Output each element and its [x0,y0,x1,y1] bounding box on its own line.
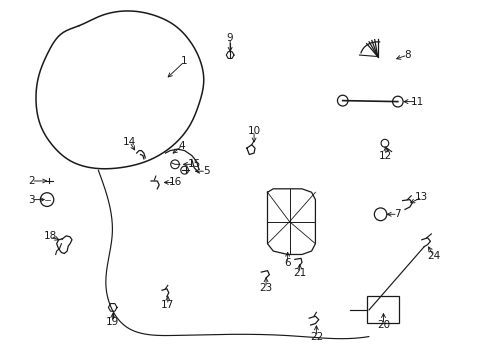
Text: 8: 8 [403,50,410,60]
Text: 18: 18 [44,231,57,241]
Text: 15: 15 [187,159,201,169]
Text: 11: 11 [409,96,423,107]
Text: 9: 9 [226,33,233,43]
Text: 17: 17 [161,300,174,310]
Text: 1: 1 [181,57,187,67]
Text: 10: 10 [247,126,260,136]
Text: 23: 23 [259,283,272,293]
Text: 20: 20 [376,320,389,329]
Text: 19: 19 [106,317,119,327]
Text: 24: 24 [427,251,440,261]
Text: 3: 3 [28,195,35,204]
Text: 16: 16 [168,177,181,188]
Bar [366,296,399,323]
Text: 14: 14 [122,137,136,147]
Text: 12: 12 [379,150,392,161]
Text: 2: 2 [28,176,35,186]
Text: 4: 4 [179,141,185,151]
Text: 21: 21 [292,268,305,278]
Text: 7: 7 [394,209,400,219]
Text: 5: 5 [203,166,209,176]
Text: 13: 13 [414,192,427,202]
Text: 22: 22 [309,332,323,342]
Text: 6: 6 [284,258,290,268]
